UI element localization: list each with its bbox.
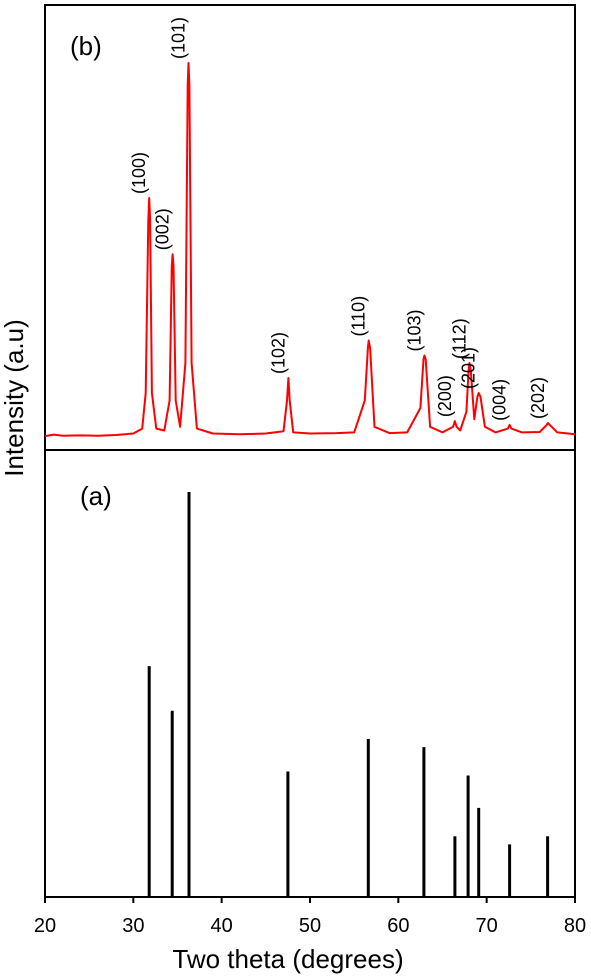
panel-b-label: (b) xyxy=(70,31,102,61)
peak-label: (110) xyxy=(349,296,369,337)
peak-labels: (100)(002) (101) (102) (110) (103) (200) (112)… xyxy=(129,17,548,421)
peak-label: (002) xyxy=(153,208,173,250)
panel-a-frame xyxy=(44,449,576,898)
y-axis-label: Intensity (a.u) xyxy=(0,319,29,477)
peak-label: (100) xyxy=(129,152,149,194)
peak-label: (200) xyxy=(435,375,455,417)
peak-label: (103) xyxy=(404,309,424,351)
x-axis-label: Two theta (degrees) xyxy=(172,944,403,974)
peak-label: (112) xyxy=(449,318,469,359)
peak-label: (202) xyxy=(528,377,548,419)
x-tick-label: 80 xyxy=(564,915,586,937)
peak-label: (101) xyxy=(169,17,189,59)
x-tick-label: 60 xyxy=(387,915,409,937)
peak-label: (102) xyxy=(268,332,288,374)
x-tick-label: 20 xyxy=(34,915,56,937)
x-axis-ticks: 20 30 40 50 60 70 80 xyxy=(34,897,586,937)
x-tick-label: 70 xyxy=(476,915,498,937)
peak-label: (201) xyxy=(459,347,479,389)
xrd-pattern-line xyxy=(44,62,576,438)
reference-bars xyxy=(147,492,550,897)
panel-a-reference-pattern: (a) xyxy=(80,481,550,897)
x-tick-label: 50 xyxy=(299,915,321,937)
panel-b-xrd-pattern: (100)(002) (101) (102) (110) (103) (200) (112)… xyxy=(44,17,576,438)
x-tick-label: 40 xyxy=(211,915,233,937)
x-tick-label: 30 xyxy=(122,915,144,937)
panel-a-label: (a) xyxy=(80,481,112,511)
peak-label: (004) xyxy=(490,379,510,421)
